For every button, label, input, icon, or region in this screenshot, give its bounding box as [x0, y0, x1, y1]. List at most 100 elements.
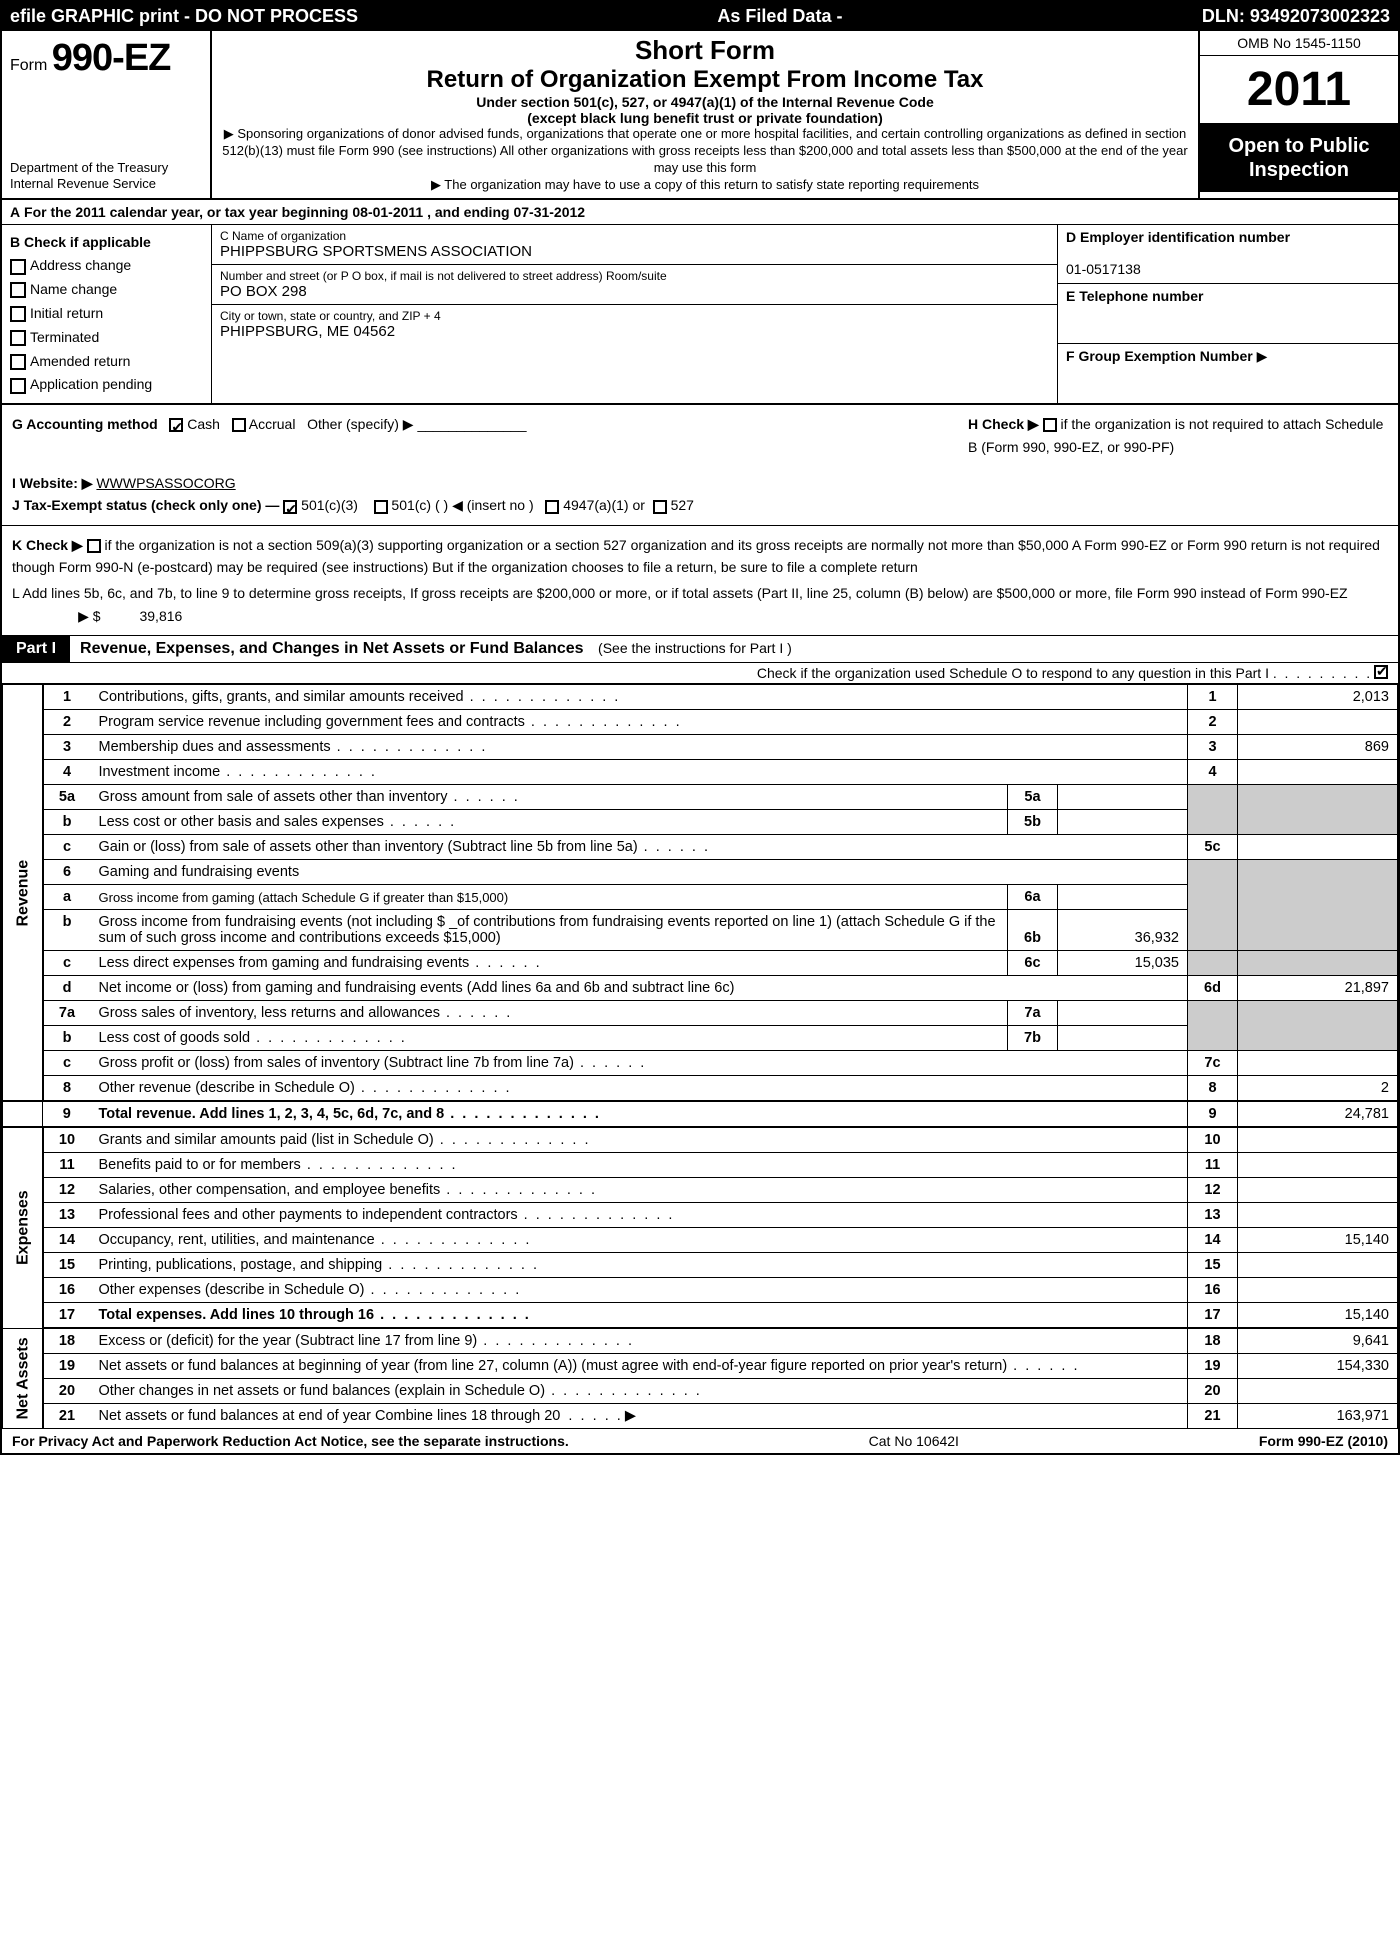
header-note-2: ▶ The organization may have to use a cop…: [220, 177, 1190, 194]
l5ab-shade: [1188, 785, 1238, 835]
col-def: D Employer identification number 01-0517…: [1058, 225, 1398, 404]
short-form: Short Form: [220, 35, 1190, 66]
g-label: G Accounting method: [12, 416, 158, 432]
subtitle-2: (except black lung benefit trust or priv…: [220, 110, 1190, 126]
l6a-num: a: [43, 885, 91, 910]
form-990ez: efile GRAPHIC print - DO NOT PROCESS As …: [0, 0, 1400, 1455]
l20-val: [1238, 1379, 1398, 1404]
l6a-sn: 6a: [1008, 885, 1058, 910]
l6c-shade-v: [1238, 951, 1398, 976]
l10-val: [1238, 1127, 1398, 1153]
chk-527[interactable]: [653, 500, 667, 514]
org-city-label: City or town, state or country, and ZIP …: [220, 309, 1049, 323]
chk-501c[interactable]: [374, 500, 388, 514]
l13-rnum: 13: [1188, 1203, 1238, 1228]
l7c-rnum: 7c: [1188, 1051, 1238, 1076]
l2-rnum: 2: [1188, 710, 1238, 735]
l5ab-shade-v: [1238, 785, 1398, 835]
l7a-sn: 7a: [1008, 1001, 1058, 1026]
l5a-sv: [1058, 785, 1188, 810]
l6c-sv: 15,035: [1058, 951, 1188, 976]
l19-num: 19: [43, 1354, 91, 1379]
l18-rnum: 18: [1188, 1328, 1238, 1354]
line-i: I Website: ▶ WWWPSASSOCORG: [12, 472, 1388, 494]
part1-note: (See the instructions for Part I ): [588, 640, 792, 656]
l7b-num: b: [43, 1026, 91, 1051]
entity-block: B Check if applicable Address change Nam…: [2, 225, 1398, 406]
l6c-shade: [1188, 951, 1238, 976]
org-addr: PO BOX 298: [220, 283, 1049, 300]
l17-num: 17: [43, 1303, 91, 1329]
l7a-sv: [1058, 1001, 1188, 1026]
rev-end: [3, 1101, 43, 1127]
l10-num: 10: [43, 1127, 91, 1153]
l8-val: 2: [1238, 1076, 1398, 1102]
l3-val: 869: [1238, 735, 1398, 760]
l4-desc: Investment income: [99, 764, 377, 780]
chk-application-pending[interactable]: [10, 378, 26, 394]
l7b-desc: Less cost of goods sold: [99, 1030, 407, 1046]
section-revenue: Revenue: [3, 685, 43, 1102]
part1-table: Revenue 1 Contributions, gifts, grants, …: [2, 684, 1398, 1429]
l6a-sv: [1058, 885, 1188, 910]
l5b-sn: 5b: [1008, 810, 1058, 835]
row-a-text2: , and ending: [427, 204, 513, 220]
chk-k[interactable]: [87, 539, 101, 553]
l11-rnum: 11: [1188, 1153, 1238, 1178]
chk-schedule-b[interactable]: [1043, 418, 1057, 432]
chk-terminated[interactable]: [10, 330, 26, 346]
l6d-rnum: 6d: [1188, 976, 1238, 1001]
chk-address-change[interactable]: [10, 259, 26, 275]
j-4947: 4947(a)(1) or: [563, 497, 645, 513]
l6a-desc: Gross income from gaming (attach Schedul…: [91, 885, 1008, 910]
chk-accrual[interactable]: [232, 418, 246, 432]
org-name-row: C Name of organization PHIPPSBURG SPORTS…: [212, 225, 1057, 265]
l-amount: 39,816: [139, 608, 182, 624]
chk-amended-return[interactable]: [10, 354, 26, 370]
col-b-checkboxes: B Check if applicable Address change Nam…: [2, 225, 212, 404]
part1-header: Part I Revenue, Expenses, and Changes in…: [2, 636, 1398, 663]
g-accrual: Accrual: [249, 416, 296, 432]
header-right: OMB No 1545-1150 2011 Open to Public Ins…: [1198, 31, 1398, 198]
l6d-val: 21,897: [1238, 976, 1398, 1001]
form-number: Form 990-EZ: [10, 37, 202, 80]
l12-num: 12: [43, 1178, 91, 1203]
i-label: I Website: ▶: [12, 475, 93, 491]
l21-num: 21: [43, 1404, 91, 1429]
chk-schedule-o[interactable]: [1374, 665, 1388, 679]
opt-amended-return: Amended return: [30, 353, 130, 369]
l2-val: [1238, 710, 1398, 735]
l9-rnum: 9: [1188, 1101, 1238, 1127]
row-a-prefix: A: [10, 204, 20, 220]
l-text: L Add lines 5b, 6c, and 7b, to line 9 to…: [12, 585, 1348, 601]
l19-val: 154,330: [1238, 1354, 1398, 1379]
subtitle-1: Under section 501(c), 527, or 4947(a)(1)…: [220, 94, 1190, 110]
footer-left: For Privacy Act and Paperwork Reduction …: [12, 1433, 569, 1449]
form-prefix: Form: [10, 57, 47, 74]
ein-value: 01-0517138: [1066, 261, 1141, 277]
l16-val: [1238, 1278, 1398, 1303]
chk-501c3[interactable]: [283, 500, 297, 514]
chk-name-change[interactable]: [10, 282, 26, 298]
col-b-header: B Check if applicable: [10, 234, 151, 250]
arrow-icon: ▶: [1257, 348, 1268, 364]
j-501c3: 501(c)(3): [301, 497, 358, 513]
l6-shade-v: [1238, 860, 1398, 951]
l16-desc: Other expenses (describe in Schedule O): [99, 1282, 522, 1298]
chk-cash[interactable]: [169, 418, 183, 432]
chk-4947[interactable]: [545, 500, 559, 514]
header-note-1: ▶ Sponsoring organizations of donor advi…: [220, 126, 1190, 177]
j-label: J Tax-Exempt status (check only one) —: [12, 497, 279, 513]
form-header: Form 990-EZ Department of the Treasury I…: [2, 31, 1398, 200]
l7b-sv: [1058, 1026, 1188, 1051]
section-netassets: Net Assets: [3, 1328, 43, 1429]
form-title: Return of Organization Exempt From Incom…: [220, 66, 1190, 94]
open-line1: Open to Public: [1204, 134, 1394, 158]
g-cash: Cash: [187, 416, 220, 432]
misc-k-l: K Check ▶ if the organization is not a s…: [2, 526, 1398, 637]
chk-initial-return[interactable]: [10, 306, 26, 322]
l20-num: 20: [43, 1379, 91, 1404]
g-other: Other (specify) ▶: [307, 416, 413, 432]
check-o-text: Check if the organization used Schedule …: [757, 665, 1269, 681]
l17-rnum: 17: [1188, 1303, 1238, 1329]
